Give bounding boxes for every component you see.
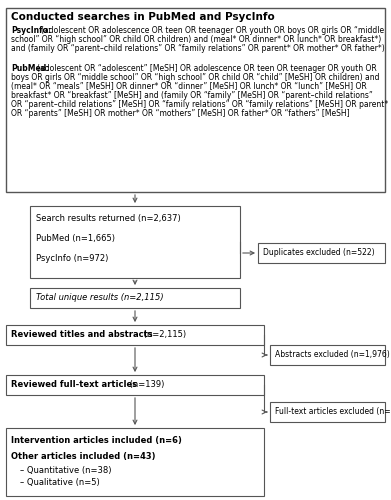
Bar bbox=[6, 428, 264, 496]
Bar bbox=[30, 288, 240, 308]
Bar bbox=[270, 345, 385, 365]
Text: (n=2,115): (n=2,115) bbox=[141, 330, 186, 339]
Bar bbox=[6, 325, 264, 345]
Text: – Quantitative (n=38): – Quantitative (n=38) bbox=[20, 466, 111, 475]
Text: Duplicates excluded (n=522): Duplicates excluded (n=522) bbox=[263, 248, 375, 257]
Text: PubMed:: PubMed: bbox=[11, 64, 49, 73]
Text: Reviewed titles and abstracts: Reviewed titles and abstracts bbox=[11, 330, 152, 339]
Bar bbox=[30, 206, 240, 278]
Text: – Qualitative (n=5): – Qualitative (n=5) bbox=[20, 478, 100, 487]
Text: boys OR girls OR “middle school” OR “high school” OR child OR “child” [MeSH] OR : boys OR girls OR “middle school” OR “hig… bbox=[11, 73, 380, 82]
Text: breakfast* OR “breakfast” [MeSH] and (family OR “family” [MeSH] OR “parent–child: breakfast* OR “breakfast” [MeSH] and (fa… bbox=[11, 91, 373, 100]
Text: Other articles included (n=43): Other articles included (n=43) bbox=[11, 452, 156, 461]
Text: Total unique results (n=2,115): Total unique results (n=2,115) bbox=[36, 293, 163, 302]
Text: Reviewed full-text articles: Reviewed full-text articles bbox=[11, 380, 137, 389]
Text: Intervention articles included (n=6): Intervention articles included (n=6) bbox=[11, 436, 182, 445]
Bar bbox=[6, 375, 264, 395]
Text: Full-text articles excluded (n=90): Full-text articles excluded (n=90) bbox=[275, 407, 391, 416]
Text: (adolescent OR adolescence OR teen OR teenager OR youth OR boys OR girls OR “mid: (adolescent OR adolescence OR teen OR te… bbox=[41, 26, 384, 35]
Text: OR “parent–child relations” [MeSH] OR “family relations” OR “family relations” [: OR “parent–child relations” [MeSH] OR “f… bbox=[11, 100, 388, 109]
Text: Conducted searches in PubMed and PsycInfo: Conducted searches in PubMed and PsycInf… bbox=[11, 12, 275, 22]
Text: OR “parents” [MeSH] OR mother* OR “mothers” [MeSH] OR father* OR “fathers” [MeSH: OR “parents” [MeSH] OR mother* OR “mothe… bbox=[11, 109, 350, 118]
Bar bbox=[6, 8, 385, 192]
Bar bbox=[258, 243, 385, 263]
Text: Search results returned (n=2,637): Search results returned (n=2,637) bbox=[36, 214, 181, 223]
Text: PsycInfo:: PsycInfo: bbox=[11, 26, 51, 35]
Text: Abstracts excluded (n=1,976): Abstracts excluded (n=1,976) bbox=[275, 350, 390, 359]
Text: PsycInfo (n=972): PsycInfo (n=972) bbox=[36, 254, 108, 263]
Text: (adolescent OR “adolescent” [MeSH] OR adolescence OR teen OR teenager OR youth O: (adolescent OR “adolescent” [MeSH] OR ad… bbox=[37, 64, 377, 73]
Text: (meal* OR “meals” [MeSH] OR dinner* OR “dinner” [MeSH] OR lunch* OR “lunch” [MeS: (meal* OR “meals” [MeSH] OR dinner* OR “… bbox=[11, 82, 367, 91]
Text: (n=139): (n=139) bbox=[127, 380, 164, 389]
Text: PubMed (n=1,665): PubMed (n=1,665) bbox=[36, 234, 115, 243]
Bar bbox=[270, 402, 385, 422]
Text: and (family OR “parent–child relations” OR “family relations” OR parent* OR moth: and (family OR “parent–child relations” … bbox=[11, 44, 385, 53]
Text: school” OR “high school” OR child OR children) and (meal* OR dinner* OR lunch* O: school” OR “high school” OR child OR chi… bbox=[11, 35, 381, 44]
